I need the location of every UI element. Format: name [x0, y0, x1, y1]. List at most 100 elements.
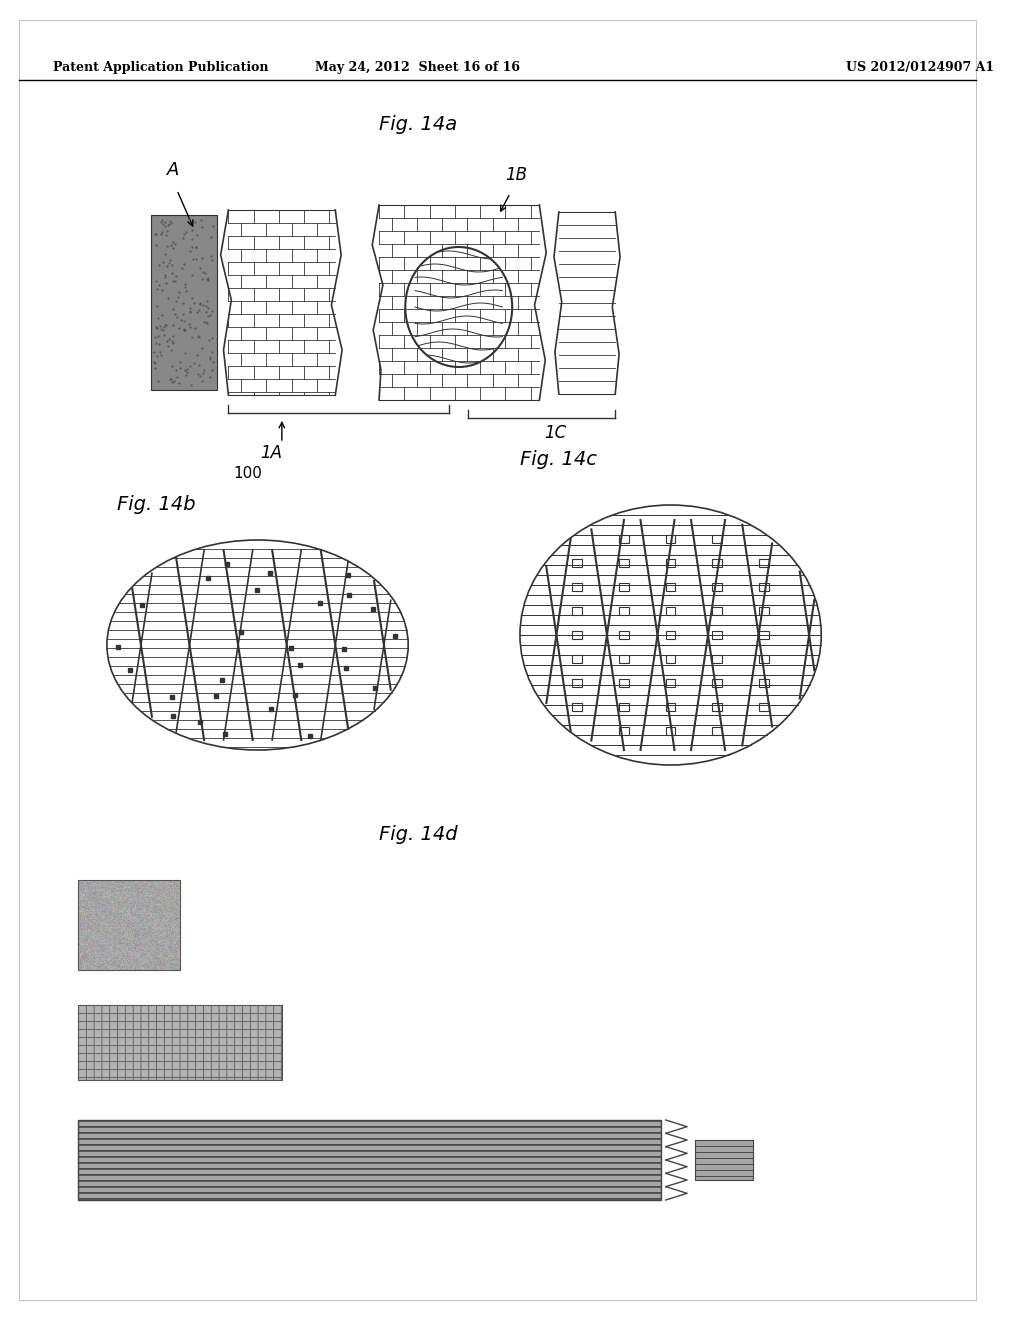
Bar: [572, 655, 583, 663]
Point: [154, 210, 170, 231]
Point: [163, 235, 179, 256]
Bar: [713, 535, 722, 543]
Bar: [759, 583, 769, 591]
Point: [178, 222, 195, 243]
Point: [177, 281, 194, 302]
Bar: [713, 704, 722, 711]
Point: [161, 214, 177, 235]
Point: [171, 317, 187, 338]
Point: [177, 273, 194, 294]
Bar: [572, 607, 583, 615]
Bar: [620, 655, 629, 663]
Point: [181, 297, 198, 318]
Point: [157, 211, 173, 232]
Point: [145, 351, 162, 372]
Point: [183, 228, 200, 249]
Bar: [713, 631, 722, 639]
Point: [146, 326, 163, 347]
Point: [150, 296, 166, 317]
Point: [154, 305, 170, 326]
Point: [171, 372, 187, 393]
Point: [159, 256, 175, 277]
Bar: [666, 727, 676, 735]
Point: [158, 272, 174, 293]
Bar: [572, 558, 583, 568]
Bar: [620, 704, 629, 711]
Bar: [620, 558, 629, 568]
Text: May 24, 2012  Sheet 16 of 16: May 24, 2012 Sheet 16 of 16: [315, 62, 520, 74]
Point: [202, 367, 218, 388]
Point: [199, 268, 215, 289]
Point: [164, 263, 180, 284]
Point: [186, 293, 203, 314]
Bar: [713, 655, 722, 663]
Bar: [572, 704, 583, 711]
Point: [162, 210, 178, 231]
Point: [162, 249, 178, 271]
Point: [183, 326, 200, 347]
Point: [163, 213, 179, 234]
Point: [155, 319, 171, 341]
Bar: [759, 607, 769, 615]
Bar: [620, 607, 629, 615]
Bar: [78, 1005, 282, 1080]
Point: [188, 236, 205, 257]
Text: 1A: 1A: [260, 444, 283, 462]
Text: Fig. 14b: Fig. 14b: [117, 495, 196, 513]
Bar: [666, 655, 676, 663]
Point: [163, 368, 179, 389]
Point: [158, 314, 174, 335]
Point: [161, 252, 177, 273]
Point: [158, 224, 174, 246]
Bar: [666, 583, 676, 591]
Point: [156, 325, 172, 346]
Text: Fig. 14a: Fig. 14a: [379, 115, 458, 135]
Bar: [713, 558, 722, 568]
Bar: [78, 880, 180, 970]
Point: [175, 319, 191, 341]
Bar: [713, 583, 722, 591]
Bar: [713, 678, 722, 686]
Point: [193, 293, 209, 314]
Point: [204, 327, 220, 348]
Point: [183, 236, 200, 257]
Point: [203, 227, 219, 248]
Bar: [620, 727, 629, 735]
Point: [170, 286, 186, 308]
Point: [160, 288, 176, 309]
Point: [155, 214, 171, 235]
Point: [202, 305, 218, 326]
Point: [153, 211, 169, 232]
Point: [176, 319, 193, 341]
Point: [191, 294, 208, 315]
Point: [191, 326, 208, 347]
Point: [150, 308, 166, 329]
Point: [173, 310, 189, 331]
Point: [199, 313, 215, 334]
Point: [157, 215, 173, 236]
Point: [147, 223, 164, 244]
Point: [186, 352, 203, 374]
Point: [154, 280, 170, 301]
Point: [152, 315, 168, 337]
Bar: [759, 655, 769, 663]
Point: [153, 224, 169, 246]
Point: [159, 220, 175, 242]
Ellipse shape: [106, 540, 409, 750]
Bar: [151, 215, 217, 389]
Point: [168, 290, 184, 312]
Bar: [695, 1140, 754, 1180]
Point: [178, 364, 195, 385]
Point: [174, 257, 190, 279]
Text: Fig. 14c: Fig. 14c: [520, 450, 597, 469]
Ellipse shape: [520, 506, 821, 766]
Point: [148, 317, 165, 338]
Point: [148, 346, 165, 367]
Point: [175, 304, 191, 325]
Point: [164, 255, 180, 276]
Point: [167, 304, 183, 325]
Point: [188, 248, 205, 269]
Point: [196, 362, 212, 383]
Point: [198, 261, 214, 282]
Bar: [572, 678, 583, 686]
